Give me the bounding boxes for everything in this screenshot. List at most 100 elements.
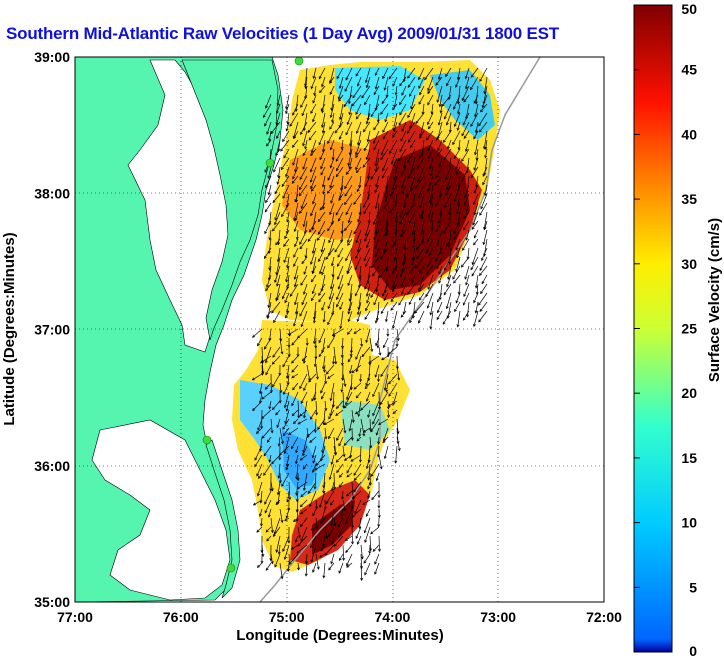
velocity-arrow [331,256,335,266]
velocity-arrow-head [377,505,381,509]
velocity-arrow-head [315,506,319,510]
velocity-arrow [272,355,281,365]
velocity-arrow-head [351,525,355,529]
velocity-arrow-head [376,345,380,349]
velocity-arrow-head [377,406,381,410]
velocity-arrow [329,121,335,130]
velocity-arrow [412,238,416,249]
velocity-arrow [406,202,416,215]
velocity-arrow [285,94,290,109]
velocity-arrow-head [388,381,392,385]
velocity-arrow [363,121,371,132]
velocity-arrow [317,229,326,241]
velocity-arrow [435,76,443,86]
velocity-arrow [324,400,327,411]
velocity-arrow-head [329,114,333,119]
velocity-arrow-head [415,265,418,269]
velocity-arrow-head [355,535,359,539]
velocity-arrow-head [299,241,303,245]
velocity-arrow [270,121,281,134]
velocity-arrow-head [397,377,401,381]
velocity-arrow [336,157,344,171]
velocity-arrow-head [295,476,299,480]
velocity-arrow-head [438,104,442,108]
velocity-arrow [414,301,425,314]
velocity-arrow [473,238,479,246]
velocity-arrow-head [435,203,438,208]
velocity-arrow-head [355,256,358,260]
velocity-arrow [464,265,470,280]
velocity-arrow [409,265,416,274]
velocity-arrow [383,229,389,237]
velocity-arrow [300,526,308,542]
velocity-arrow [329,85,335,95]
velocity-arrow [329,400,335,417]
velocity-arrow [331,94,335,111]
velocity-arrow [410,139,416,148]
velocity-arrow-head [394,92,398,96]
velocity-arrow [389,202,398,213]
velocity-arrow-head [355,395,359,399]
velocity-arrow-head [383,249,386,254]
velocity-arrow-head [310,185,313,190]
velocity-arrow [336,400,344,409]
velocity-arrow [393,409,398,414]
velocity-arrow-head [299,187,302,191]
velocity-arrow [338,562,344,574]
velocity-arrow-head [390,298,394,303]
velocity-arrow [314,355,317,367]
velocity-arrow-head [426,239,430,243]
velocity-arrow-head [350,506,354,510]
velocity-arrow-head [300,205,304,210]
velocity-arrow-head [319,90,323,94]
velocity-arrow [318,67,326,79]
velocity-arrow-head [382,129,386,133]
velocity-arrow-head [446,284,450,288]
velocity-arrow [472,247,479,265]
velocity-arrow [364,175,371,187]
velocity-arrow [279,427,284,444]
velocity-arrow [355,148,362,158]
velocity-arrow-head [453,236,457,240]
velocity-arrow-head [300,104,303,108]
velocity-arrow [441,94,452,107]
velocity-arrow [292,139,299,148]
velocity-arrow-head [274,222,277,226]
velocity-arrow-head [252,334,256,338]
velocity-arrow-head [350,458,354,462]
velocity-arrow [374,562,380,575]
velocity-arrow-head [334,361,338,365]
velocity-arrow-head [383,206,387,210]
velocity-arrow-head [266,284,269,288]
velocity-arrow-head [478,123,482,127]
velocity-arrows [251,67,488,582]
velocity-arrow [387,409,389,418]
velocity-arrow-head [328,436,331,440]
velocity-arrow [358,400,362,417]
velocity-arrow-head [292,421,296,425]
velocity-arrow-head [322,366,325,370]
velocity-arrow-head [346,474,350,478]
velocity-arrow [373,211,380,225]
velocity-arrow [296,544,308,554]
velocity-arrow-head [337,218,341,222]
velocity-arrow [300,121,308,135]
velocity-arrow-head [365,121,369,125]
longitude-tick-label: 74:00 [374,609,410,625]
velocity-arrow-head [434,182,438,186]
velocity-arrow [303,283,308,295]
velocity-arrow-head [463,227,466,231]
velocity-arrow-head [265,288,269,292]
velocity-arrow-head [350,541,354,545]
shelf-break-contour [259,57,541,602]
velocity-arrow-head [344,193,348,197]
velocity-arrow-head [276,181,280,185]
velocity-arrow-head [302,224,306,228]
velocity-arrow-head [453,280,457,284]
velocity-arrow-head [394,201,398,205]
velocity-arrow-head [356,311,360,316]
velocity-arrow [266,535,272,542]
velocity-arrow [276,112,281,125]
velocity-arrow [374,238,380,249]
velocity-arrow [261,544,264,557]
